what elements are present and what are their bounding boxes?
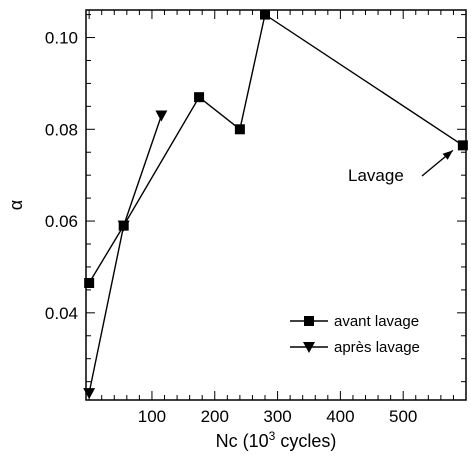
legend-entry: après lavage	[290, 339, 420, 356]
legend-label: avant lavage	[334, 313, 419, 330]
x-tick-label: 400	[326, 407, 354, 426]
annotation-arrow-head	[442, 150, 453, 160]
legend-marker	[304, 316, 314, 326]
x-tick-label: 200	[201, 407, 229, 426]
plot-frame	[85, 9, 467, 401]
series-avant-lavage	[84, 9, 468, 288]
y-tick-label: 0.04	[45, 304, 78, 323]
data-point	[155, 110, 168, 122]
x-axis-title: Nc (103 cycles)	[216, 429, 337, 451]
y-tick-label: 0.08	[45, 120, 78, 139]
data-point	[117, 220, 130, 232]
x-axis-title-suffix: cycles)	[275, 431, 336, 451]
x-tick-label: 500	[389, 407, 417, 426]
y-axis-title: α	[6, 200, 26, 210]
x-axis: 100 200 300 400 500	[88, 10, 467, 426]
annotation-layer: Lavage	[348, 149, 454, 185]
legend-label: après lavage	[334, 339, 420, 356]
data-point	[260, 9, 271, 20]
annotation-label: Lavage	[348, 166, 404, 185]
data-point	[83, 388, 96, 400]
x-tick-label: 100	[138, 407, 166, 426]
series-line	[88, 13, 464, 284]
y-axis: 0.04 0.06 0.08 0.10	[45, 14, 466, 383]
y-tick-label: 0.10	[45, 29, 78, 48]
x-axis-title-main: Nc (10	[216, 431, 269, 451]
data-point	[457, 140, 468, 151]
data-point	[84, 278, 95, 288]
legend-marker	[303, 342, 315, 353]
series-apres-lavage	[83, 110, 168, 400]
y-tick-label: 0.06	[45, 212, 78, 231]
x-tick-label: 300	[263, 407, 291, 426]
data-point	[194, 92, 205, 103]
series-line	[88, 115, 163, 394]
legend-entry: avant lavage	[290, 313, 419, 330]
data-point	[234, 124, 245, 135]
x-axis-title-superscript: 3	[269, 429, 276, 443]
plot-border	[85, 9, 467, 401]
series-layer	[83, 9, 468, 400]
legend: avant lavage après lavage	[290, 313, 420, 356]
